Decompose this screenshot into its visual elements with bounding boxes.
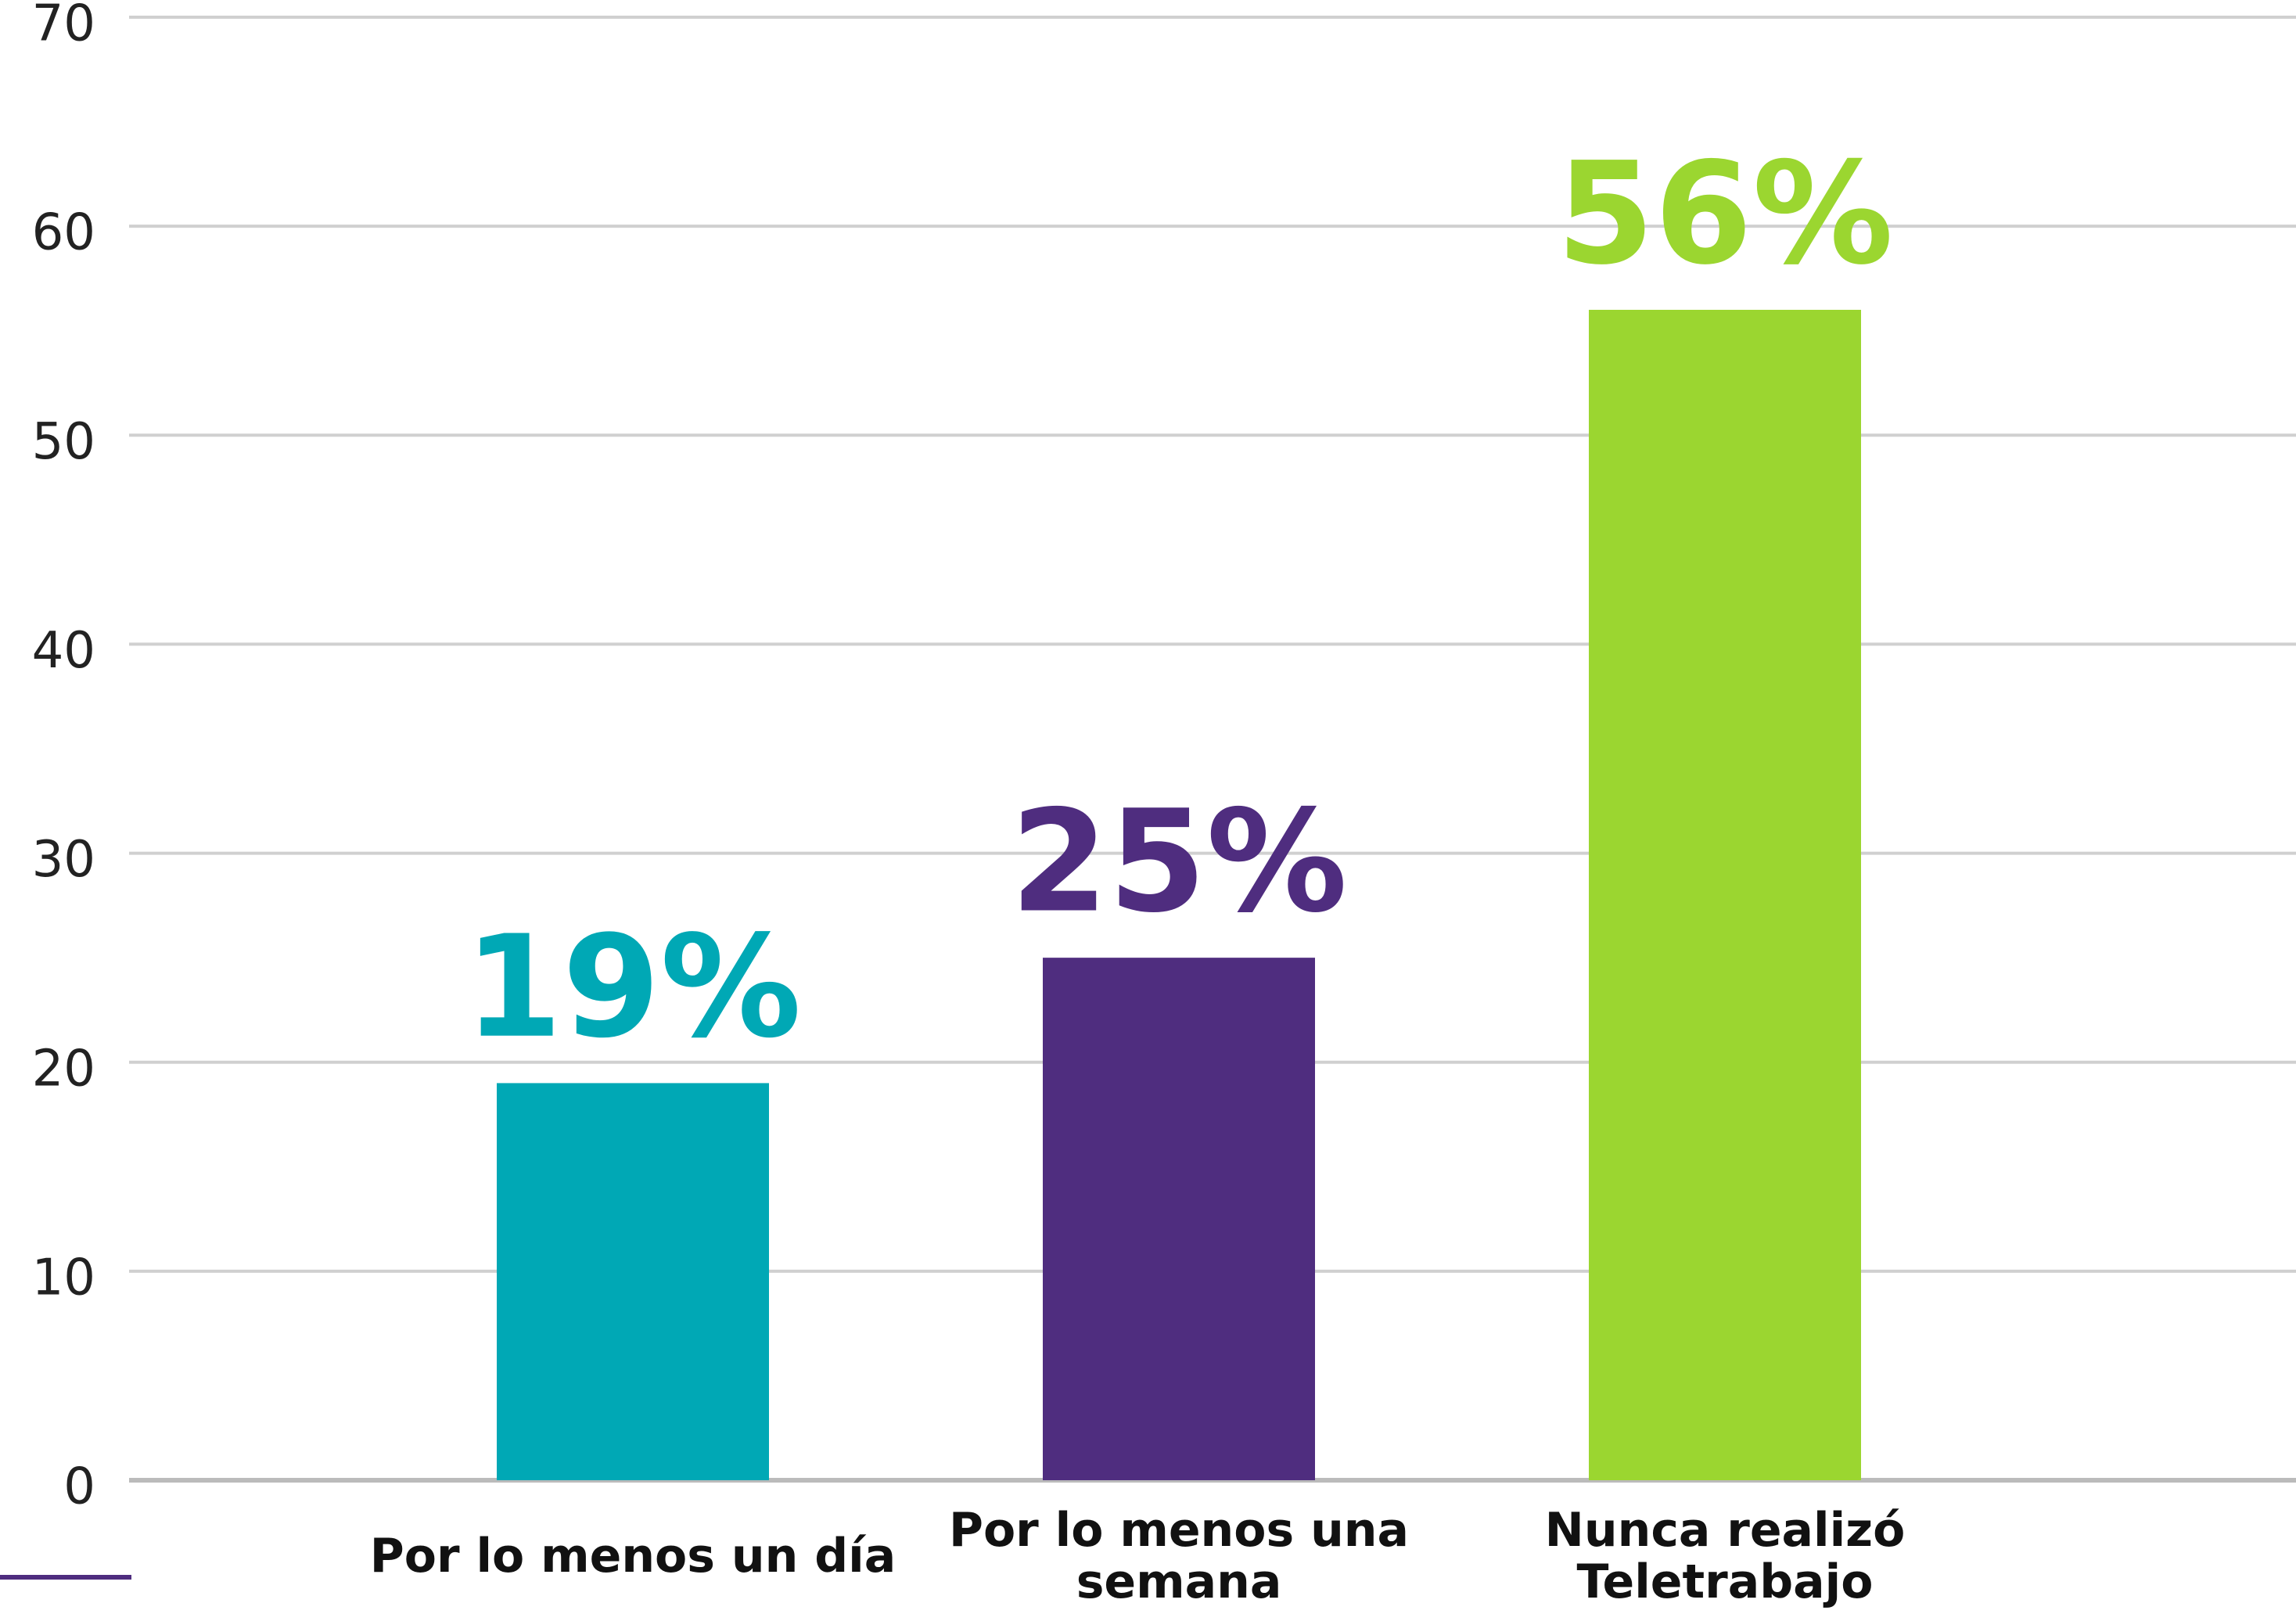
y-tick-label: 40 (32, 622, 95, 680)
value-label: 25% (1011, 780, 1348, 944)
bar (497, 1083, 769, 1480)
y-tick-label: 70 (32, 0, 95, 53)
y-tick-label: 0 (63, 1458, 95, 1516)
y-tick-label: 60 (32, 204, 95, 262)
y-tick-label: 50 (32, 413, 95, 471)
value-label: 19% (465, 906, 802, 1069)
bar (1589, 310, 1861, 1480)
y-tick-label: 30 (32, 831, 95, 889)
value-label: 56% (1557, 132, 1894, 296)
x-tick-label: Por lo menos una semana (948, 1503, 1410, 1609)
x-tick-label: Por lo menos un día (369, 1529, 896, 1583)
bar (1043, 958, 1315, 1480)
y-tick-label: 10 (32, 1249, 95, 1307)
x-tick-label: Nunca realizó Teletrabajo (1544, 1503, 1906, 1609)
y-tick-label: 20 (32, 1040, 95, 1098)
